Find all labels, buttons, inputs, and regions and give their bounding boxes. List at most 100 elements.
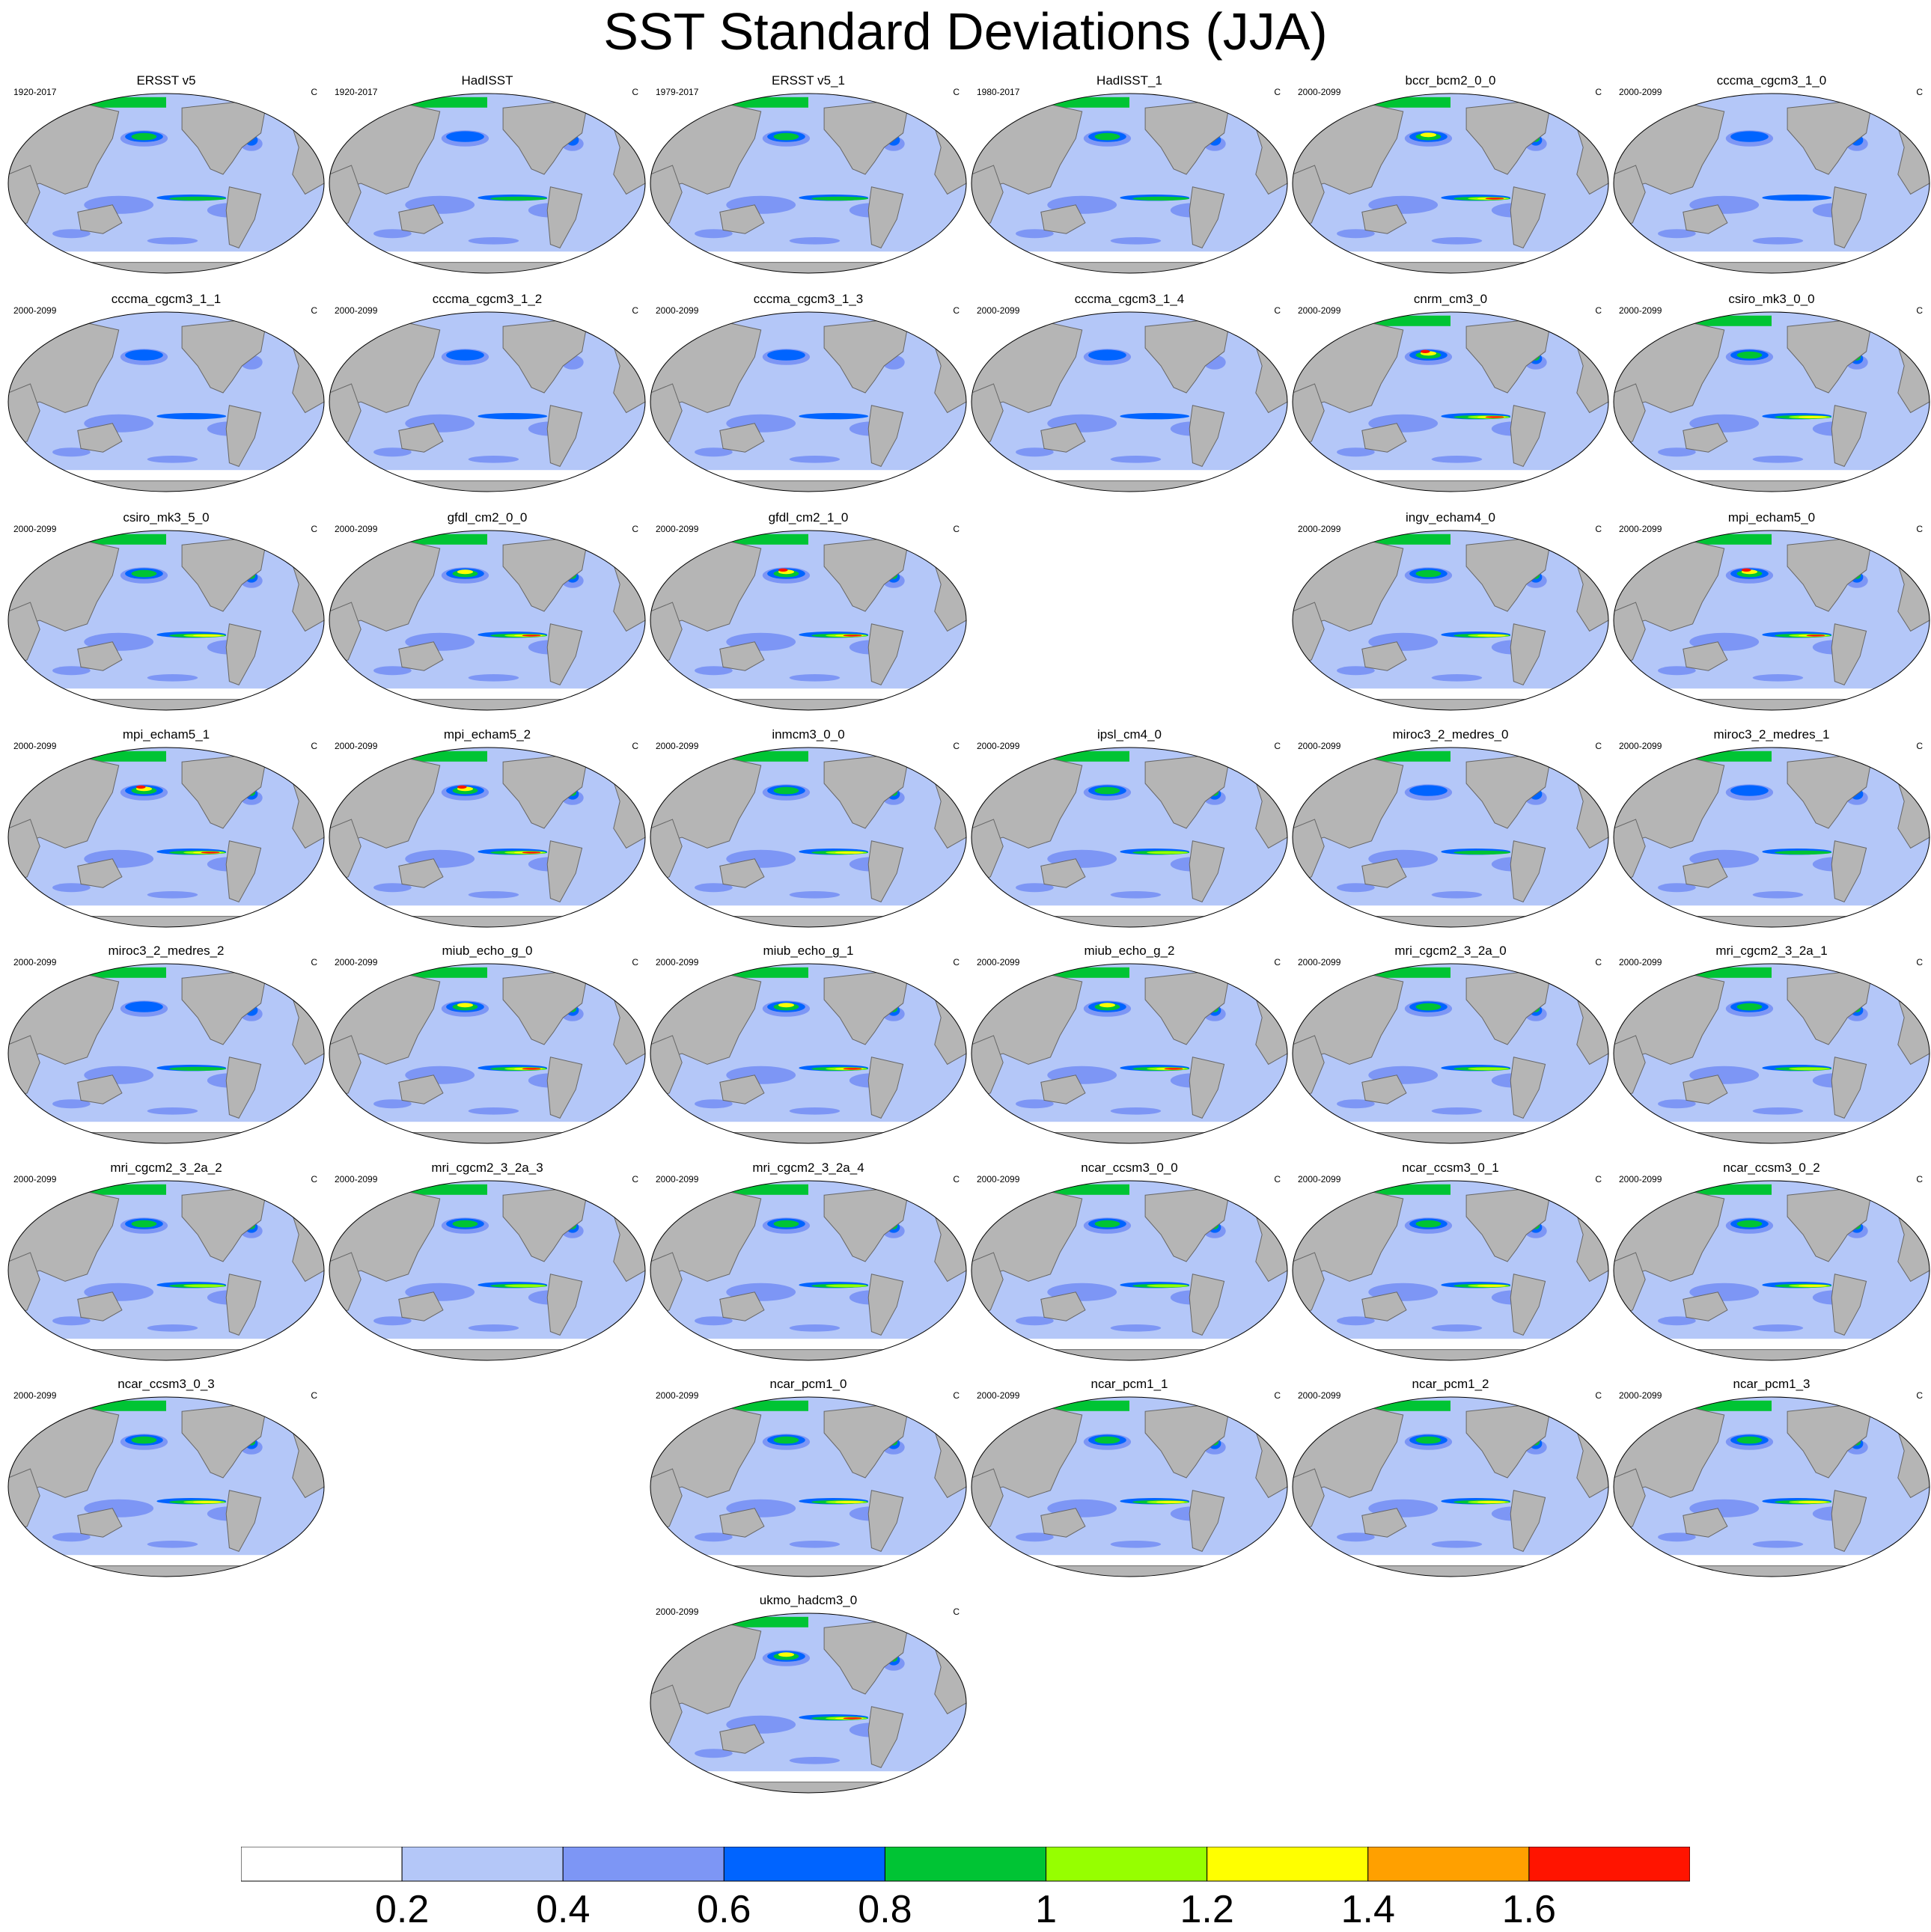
north-america-shape xyxy=(823,1185,910,1262)
mid-band-patch xyxy=(1337,883,1375,893)
map-panel: ncar_pcm1_1 2000-2099 C xyxy=(969,1377,1290,1592)
north-america-shape xyxy=(502,1185,589,1262)
arctic-strip xyxy=(1340,1184,1450,1195)
sst-map xyxy=(971,1180,1288,1361)
equatorial-tongue xyxy=(1485,198,1504,200)
mid-band-patch xyxy=(52,1099,91,1109)
equatorial-tongue xyxy=(1798,415,1827,418)
mid-band-patch xyxy=(52,229,91,239)
arctic-strip xyxy=(1661,315,1772,326)
north-america-shape xyxy=(1787,98,1873,175)
north-america-shape xyxy=(502,317,589,394)
panel-units: C xyxy=(1595,1390,1602,1401)
mid-band-patch xyxy=(468,237,519,245)
arctic-strip xyxy=(698,1400,808,1411)
antarctica-shape xyxy=(1614,699,1930,710)
antarctica-shape xyxy=(650,262,966,273)
equatorial-tongue xyxy=(1762,195,1832,201)
map-panel: mri_cgcm2_3_2a_3 2000-2099 C xyxy=(327,1161,647,1375)
mid-band-patch xyxy=(789,456,841,463)
mid-band-patch xyxy=(1752,1541,1804,1548)
arctic-strip xyxy=(55,534,166,545)
panel-title: ipsl_cm4_0 xyxy=(1097,727,1162,742)
antarctica-shape xyxy=(650,1132,966,1143)
map-outline xyxy=(329,311,646,492)
mid-band-patch xyxy=(1110,456,1162,463)
panel-period: 2000-2099 xyxy=(656,1390,699,1401)
map-outline xyxy=(650,311,967,492)
map-outline xyxy=(650,1612,967,1794)
panel-period: 2000-2099 xyxy=(977,741,1020,751)
antarctica-shape xyxy=(1293,916,1608,927)
panel-units: C xyxy=(953,957,960,967)
north-america-shape xyxy=(823,752,910,829)
panel-units: C xyxy=(953,1607,960,1617)
australia-shape xyxy=(1040,858,1086,888)
south-america-shape xyxy=(1831,1274,1867,1336)
panel-period: 2000-2099 xyxy=(1619,305,1662,316)
north-pacific-core xyxy=(1730,131,1769,142)
north-america-shape xyxy=(1465,535,1552,612)
mid-band-patch xyxy=(468,456,519,463)
panel-title: csiro_mk3_5_0 xyxy=(123,510,210,525)
equatorial-tongue xyxy=(811,196,869,201)
map-panel: miroc3_2_medres_0 2000-2099 C xyxy=(1290,727,1611,942)
map-outline xyxy=(1613,311,1930,492)
arctic-strip xyxy=(376,97,487,108)
map-panel: miub_echo_g_2 2000-2099 C xyxy=(969,944,1290,1158)
south-america-shape xyxy=(1510,840,1546,903)
mid-band-patch xyxy=(789,1541,841,1548)
panel-title: cccma_cgcm3_1_4 xyxy=(1074,292,1185,306)
equatorial-tongue xyxy=(835,851,864,854)
map-panel: mri_cgcm2_3_2a_4 2000-2099 C xyxy=(648,1161,968,1375)
south-america-shape xyxy=(867,1057,904,1119)
equatorial-tongue xyxy=(835,1500,864,1503)
south-america-shape xyxy=(1189,186,1225,249)
north-pacific-core xyxy=(778,1652,795,1657)
panel-units: C xyxy=(1916,1174,1923,1184)
map-panel: cccma_cgcm3_1_2 2000-2099 C xyxy=(327,292,647,507)
map-outline xyxy=(650,1180,967,1361)
north-america-shape xyxy=(181,317,268,394)
north-pacific-core xyxy=(131,132,157,141)
north-pacific-core xyxy=(457,785,467,789)
north-pacific-core xyxy=(1730,785,1769,796)
australia-shape xyxy=(1683,423,1728,453)
south-america-shape xyxy=(1831,840,1867,903)
equatorial-tongue xyxy=(1164,1068,1183,1070)
mid-band-patch xyxy=(1752,237,1804,245)
panel-period: 2000-2099 xyxy=(13,741,57,751)
australia-shape xyxy=(1683,641,1728,671)
panel-title: bccr_bcm2_0_0 xyxy=(1405,73,1496,88)
north-pacific-core xyxy=(773,132,799,141)
panel-units: C xyxy=(1595,524,1602,534)
panel-title: mri_cgcm2_3_2a_4 xyxy=(752,1161,864,1175)
north-america-shape xyxy=(1787,1185,1873,1262)
panel-title: mpi_echam5_2 xyxy=(443,727,531,742)
map-panel: ERSST v5_1 1979-2017 C xyxy=(648,73,968,288)
north-pacific-core xyxy=(1088,349,1126,361)
sst-map xyxy=(1613,963,1930,1144)
north-america-shape xyxy=(502,535,589,612)
panel-title: cnrm_cm3_0 xyxy=(1413,292,1488,306)
south-america-shape xyxy=(1189,405,1225,468)
north-america-shape xyxy=(1787,317,1873,394)
mid-band-patch xyxy=(1658,883,1696,893)
south-america-shape xyxy=(1510,186,1546,249)
equatorial-tongue xyxy=(192,1500,222,1503)
map-outline xyxy=(1292,1396,1609,1577)
australia-shape xyxy=(1683,1508,1728,1538)
south-america-shape xyxy=(1510,623,1546,686)
north-pacific-core xyxy=(1736,351,1763,359)
mid-band-patch xyxy=(1016,1532,1054,1542)
arctic-strip xyxy=(1019,97,1129,108)
north-pacific-core xyxy=(131,569,157,578)
map-panel: ingv_echam4_0 2000-2099 C xyxy=(1290,510,1611,725)
sst-map xyxy=(329,93,646,274)
mid-band-patch xyxy=(1752,1324,1804,1332)
south-america-shape xyxy=(546,405,583,468)
antarctica-shape xyxy=(1614,480,1930,492)
panel-units: C xyxy=(1595,1174,1602,1184)
australia-shape xyxy=(1040,1291,1086,1321)
panel-title: cccma_cgcm3_1_0 xyxy=(1716,73,1827,88)
